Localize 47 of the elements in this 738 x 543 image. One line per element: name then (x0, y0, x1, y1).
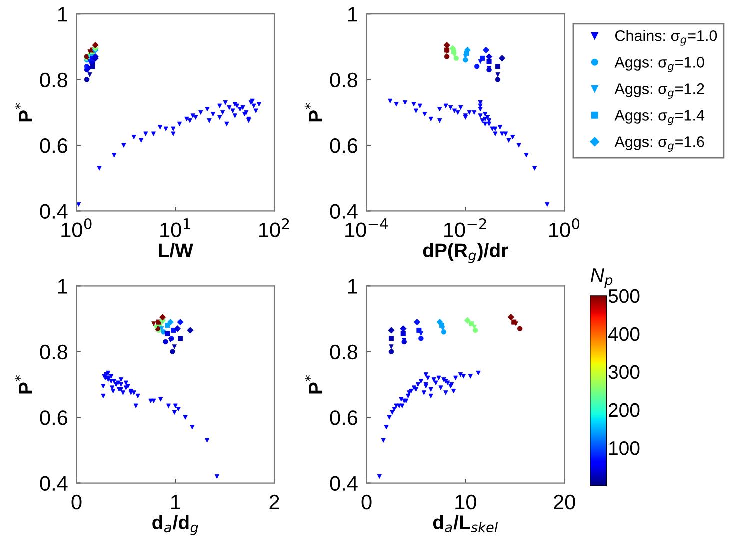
y-tick-label: 0.6 (40, 138, 68, 154)
x-tick-label: 10$^{0}$ (549, 218, 580, 238)
color-bar-label: 300 (608, 365, 640, 380)
y-tick-label: 1 (348, 7, 358, 22)
y-tick-label: 0.6 (330, 138, 358, 154)
y-tick-label: 0.8 (40, 344, 68, 360)
x-tick-label: 10$^{−4}$ (346, 218, 388, 238)
legend-label: Aggs: σ$_{g}$=1.6 (614, 136, 704, 152)
color-bar-label: 400 (608, 327, 640, 342)
legend-label: Chains: σ$_{g}$=1.0 (615, 30, 718, 46)
x-tick-label: 1 (171, 495, 180, 510)
y-tick-label: 1 (58, 7, 68, 22)
x-tick-label: 10$^{−2}$ (444, 218, 486, 238)
y-tick-label: 0.4 (40, 476, 68, 492)
y-axis-title: P$^{*}$ (14, 375, 32, 394)
legend-label: Aggs: σ$_{g}$=1.4 (614, 110, 705, 126)
x-axis-title: d$_{a}$/L$_{skel}$ (433, 515, 498, 533)
y-tick-label: 0.8 (330, 344, 358, 360)
color-bar-label: 500 (608, 289, 640, 304)
y-tick-label: 0.8 (330, 72, 358, 88)
x-tick-label: 10$^{1}$ (160, 218, 190, 238)
y-tick-label: 0.4 (330, 204, 358, 219)
legend-label: Aggs: σ$_{g}$=1.0 (614, 57, 704, 72)
y-tick-label: 1 (58, 279, 68, 294)
y-axis-title: P$^{*}$ (304, 103, 323, 122)
y-tick-label: 0.6 (40, 410, 68, 426)
x-axis-title: dP(R$_{g}$)/dr (423, 243, 508, 264)
y-tick-label: 0.6 (330, 410, 358, 426)
x-tick-label: 10 (456, 494, 476, 510)
x-tick-label: 0 (72, 494, 82, 510)
x-tick-label: 10$^{2}$ (259, 218, 290, 238)
y-axis-title: P$^{*}$ (14, 103, 32, 122)
y-tick-label: 0.8 (40, 72, 68, 88)
x-tick-label: 0 (362, 494, 372, 510)
color-bar-label: 200 (609, 403, 640, 418)
x-tick-label: 2 (270, 494, 280, 510)
color-bar-label: 100 (610, 441, 640, 456)
y-tick-label: 0.4 (330, 476, 358, 492)
x-tick-label: 10$^{0}$ (62, 218, 92, 238)
x-axis-title: L/W (159, 243, 194, 258)
x-axis-title: d$_{a}$/d$_{g}$ (152, 515, 198, 536)
y-axis-title: P$^{*}$ (304, 375, 323, 394)
y-tick-label: 1 (348, 279, 358, 294)
color-bar-title: N$_{p}$ (591, 268, 613, 288)
legend-label: Aggs: σ$_{g}$=1.2 (614, 84, 704, 99)
x-tick-label: 20 (554, 494, 576, 510)
y-tick-label: 0.4 (40, 204, 68, 219)
